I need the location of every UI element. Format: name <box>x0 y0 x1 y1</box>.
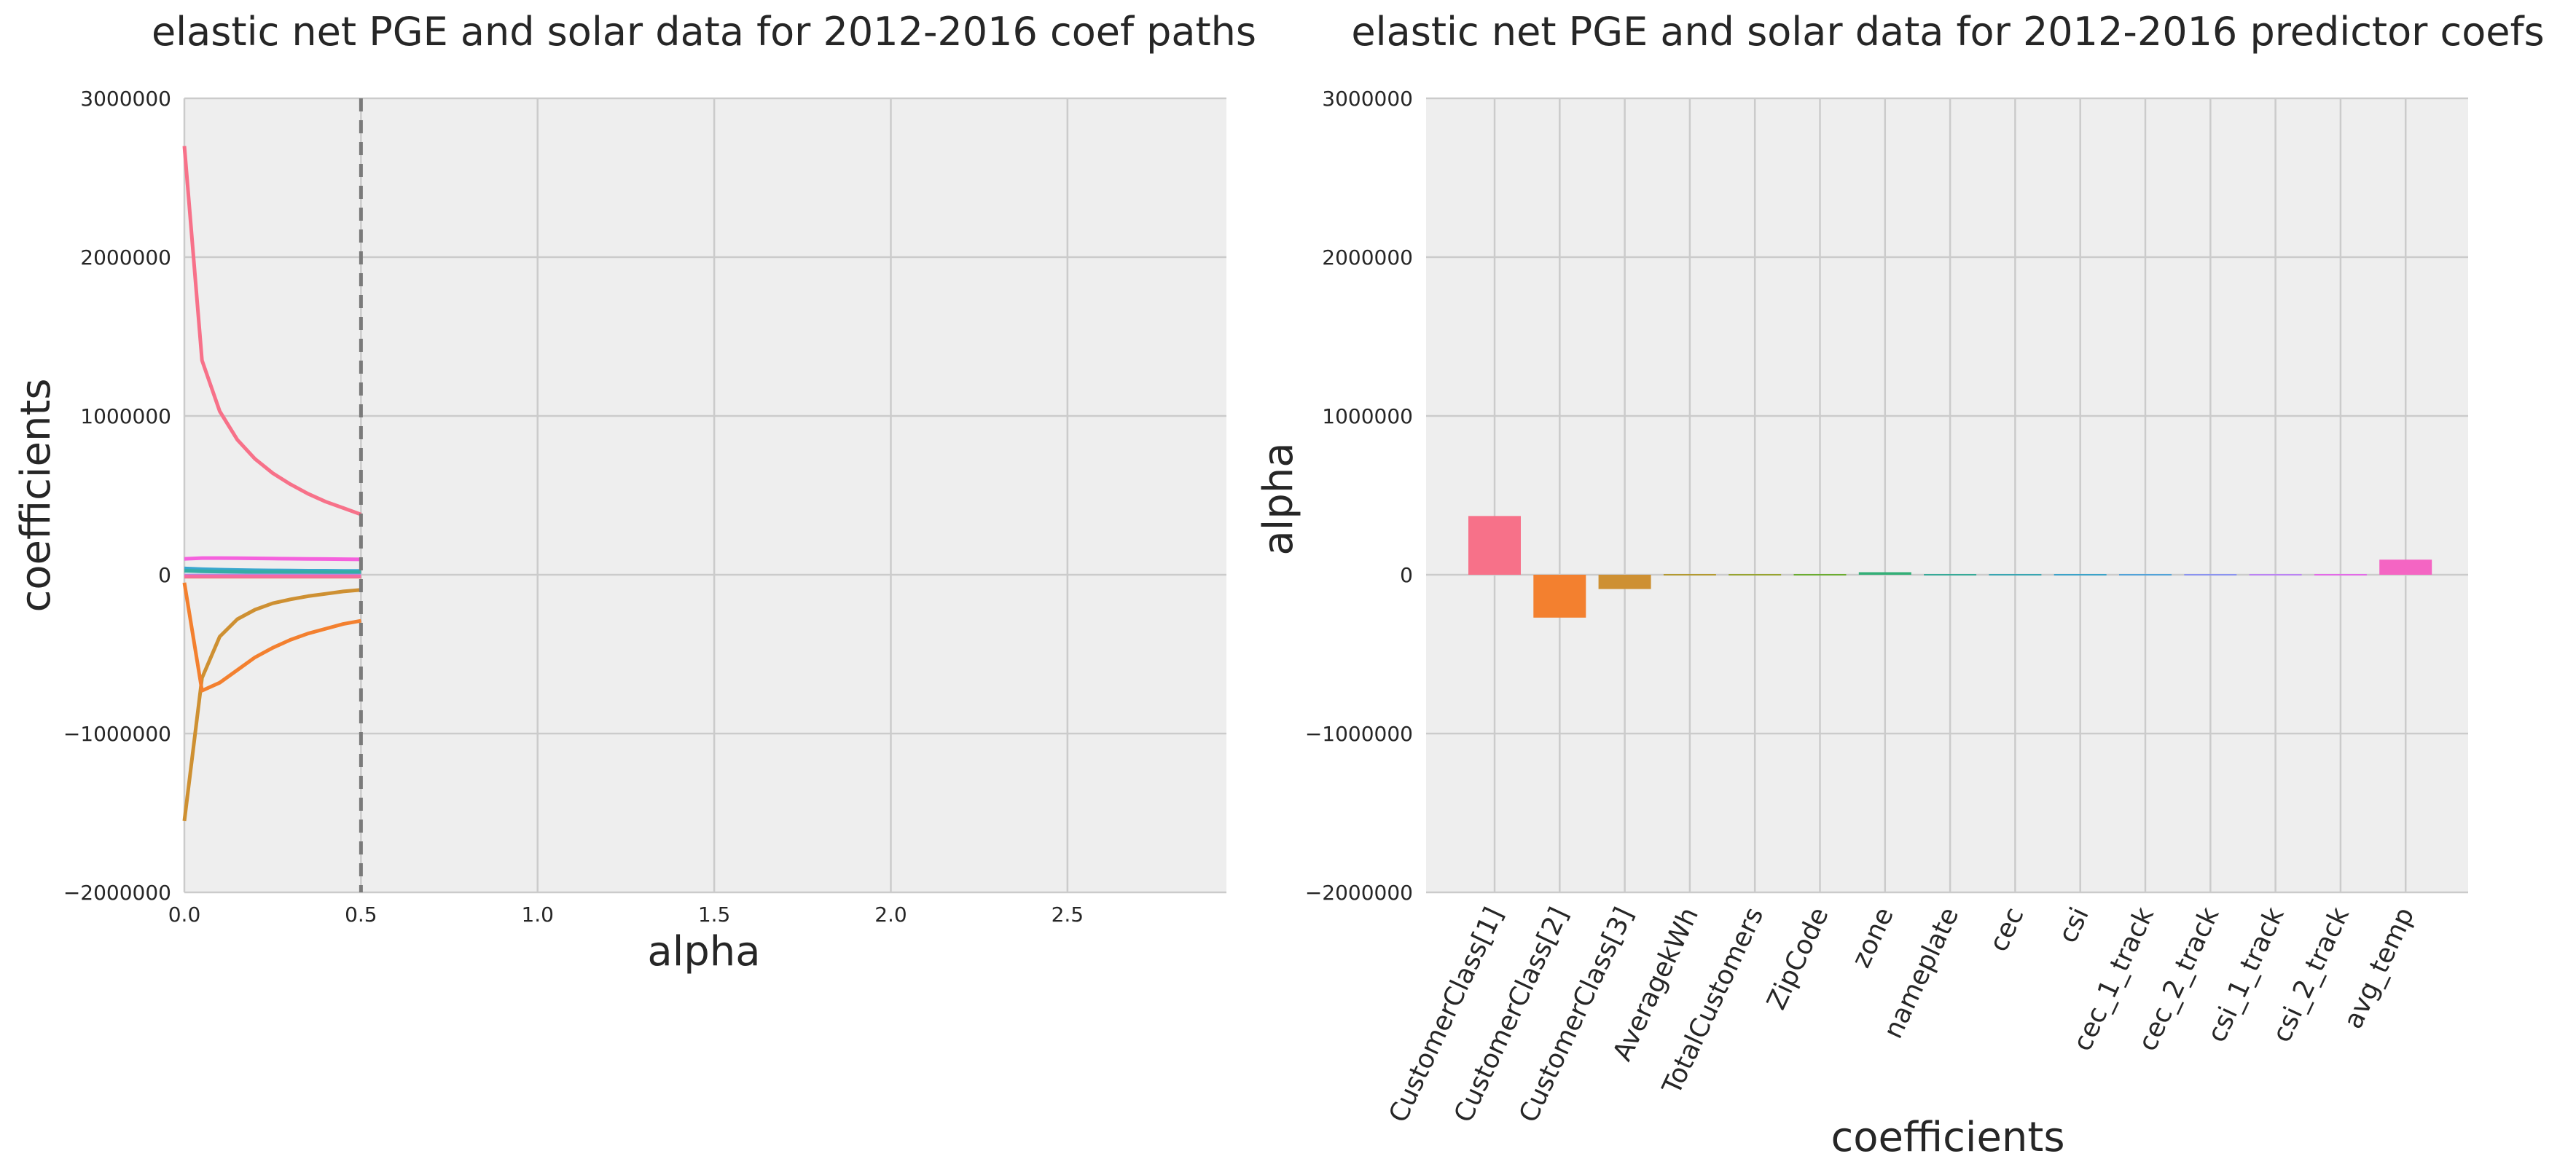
left-y-axis-label: coefficients <box>12 378 60 612</box>
bar-cec <box>1989 574 2042 575</box>
right-plot-area <box>1426 98 2468 892</box>
left-tick-labels: −2000000 −1000000 0 1000000 2000000 3000000 0.… <box>63 87 1084 927</box>
right-x-axis-label: coefficients <box>1831 1114 2064 1161</box>
bar-csi <box>2054 574 2107 575</box>
bar-csi_2_track <box>2314 574 2367 575</box>
left-x-tick-label: 0.0 <box>168 903 201 927</box>
left-x-tick-label: 1.5 <box>698 903 731 927</box>
left-series-lines <box>182 98 363 892</box>
bar-csi_1_track <box>2249 574 2302 575</box>
right-bars <box>1468 516 2432 618</box>
left-y-tick-label: 0 <box>158 563 171 587</box>
left-y-tick-label: 1000000 <box>80 404 171 428</box>
bar-CustomerClass[3] <box>1598 575 1651 589</box>
right-y-tick-label: 2000000 <box>1322 245 1413 270</box>
left-y-tick-label: −2000000 <box>63 881 171 905</box>
left-y-tick-label: 2000000 <box>80 245 171 270</box>
bar-nameplate <box>1924 574 1977 575</box>
right-y-tick-label: −2000000 <box>1305 881 1413 905</box>
bar-cec_1_track <box>2119 574 2172 575</box>
bar-cec_2_track <box>2184 574 2237 575</box>
bar-CustomerClass[2] <box>1533 575 1586 618</box>
coef-path-line-5 <box>184 569 361 574</box>
left-y-tick-label: −1000000 <box>63 722 171 746</box>
bar-ZipCode <box>1793 574 1847 575</box>
coef-path-line-0 <box>182 146 362 516</box>
coef-path-line-1 <box>182 588 361 822</box>
left-plot-area <box>184 98 1226 892</box>
right-chart-title: elastic net PGE and solar data for 2012-… <box>1351 9 2544 55</box>
x-tick-label-cec: cec <box>1984 903 2029 956</box>
predictor-coefs-chart: elastic net PGE and solar data for 2012-… <box>1255 9 2545 1161</box>
x-tick-label-zone: zone <box>1846 903 1899 972</box>
coef-paths-chart: elastic net PGE and solar data for 2012-… <box>12 9 1256 975</box>
bar-TotalCustomers <box>1729 574 1782 575</box>
left-x-tick-label: 1.0 <box>521 903 554 927</box>
bar-zone <box>1858 572 1911 575</box>
right-y-axis-label: alpha <box>1255 442 1302 555</box>
right-y-tick-label: 1000000 <box>1322 404 1413 428</box>
bar-avg_temp <box>2379 559 2432 575</box>
left-x-tick-label: 2.5 <box>1052 903 1084 927</box>
bar-AveragekWh <box>1663 574 1716 575</box>
left-x-tick-label: 0.5 <box>345 903 377 927</box>
left-x-axis-label: alpha <box>647 928 760 975</box>
left-x-tick-label: 2.0 <box>874 903 907 927</box>
coef-path-line-3 <box>184 556 361 562</box>
bar-CustomerClass[1] <box>1468 516 1521 575</box>
right-y-tick-label: 0 <box>1400 563 1413 587</box>
right-grid <box>1426 97 2468 894</box>
left-y-tick-label: 3000000 <box>80 87 171 111</box>
right-y-tick-label: −1000000 <box>1305 722 1413 746</box>
x-tick-label-ZipCode: ZipCode <box>1761 903 1834 1014</box>
coef-path-line-2 <box>182 582 361 693</box>
left-chart-title: elastic net PGE and solar data for 2012-… <box>152 9 1256 55</box>
right-y-tick-label: 3000000 <box>1322 87 1413 111</box>
x-tick-label-csi: csi <box>2053 903 2095 947</box>
